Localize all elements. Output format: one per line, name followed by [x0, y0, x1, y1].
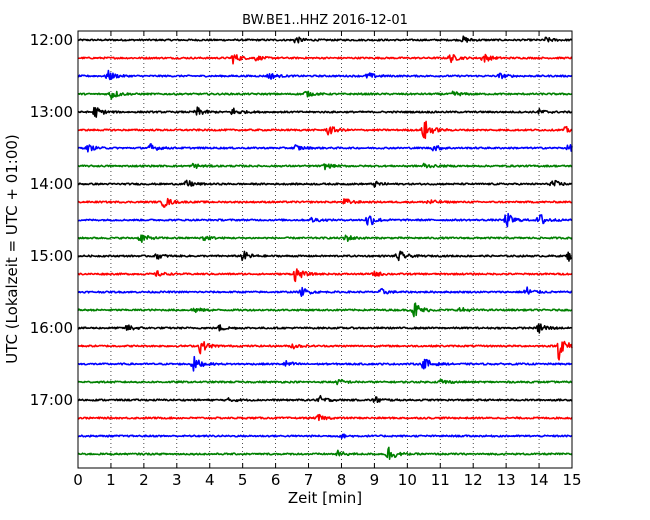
trace-16:45 [77, 378, 573, 386]
trace-15:45 [77, 302, 573, 318]
traces-group [77, 35, 573, 460]
y-tick-label: 17:00 [30, 391, 73, 409]
x-tick-label: 8 [337, 471, 347, 489]
trace-12:00 [77, 35, 573, 44]
y-tick-label: 15:00 [30, 247, 73, 265]
trace-16:15 [77, 340, 573, 361]
x-tick-label: 11 [431, 471, 450, 489]
x-tick-label: 10 [398, 471, 417, 489]
trace-17:00 [77, 394, 573, 404]
x-tick-label: 5 [238, 471, 248, 489]
x-tick-label: 7 [304, 471, 314, 489]
x-tick-label: 9 [370, 471, 380, 489]
axis-ticks: 0 1 2 3 4 5 6 7 8 9 10 11 12 13 14 1512:0013:0014:0015:… [30, 31, 582, 489]
trace-13:45 [77, 162, 573, 171]
chart-title: BW.BE1..HHZ 2016-12-01 [242, 13, 408, 28]
trace-14:30 [77, 212, 573, 228]
x-tick-label: 1 [106, 471, 116, 489]
y-tick-label: 14:00 [30, 175, 73, 193]
x-tick-label: 12 [464, 471, 483, 489]
trace-15:30 [77, 286, 573, 298]
trace-17:45 [77, 446, 573, 460]
y-tick-label: 16:00 [30, 319, 73, 337]
trace-12:15 [77, 53, 573, 65]
x-tick-label: 3 [172, 471, 182, 489]
trace-13:00 [77, 106, 573, 118]
trace-17:15 [77, 413, 573, 422]
trace-13:15 [77, 120, 573, 140]
trace-16:30 [77, 355, 573, 372]
trace-15:15 [77, 268, 573, 283]
trace-14:15 [77, 197, 573, 208]
trace-16:00 [77, 323, 573, 334]
trace-14:00 [77, 179, 573, 188]
y-axis-label: UTC (Lokalzeit = UTC + 01:00) [3, 134, 21, 364]
x-tick-label: 15 [562, 471, 581, 489]
x-tick-label: 2 [139, 471, 149, 489]
trace-12:45 [77, 90, 573, 100]
trace-13:30 [77, 143, 573, 153]
plot-frame [77, 30, 573, 469]
x-tick-label: 13 [497, 471, 516, 489]
y-tick-label: 13:00 [30, 103, 73, 121]
x-tick-label: 14 [530, 471, 549, 489]
x-tick-label: 0 [73, 471, 83, 489]
x-axis-label: Zeit [min] [288, 489, 362, 507]
trace-12:30 [77, 69, 573, 81]
trace-14:45 [77, 234, 573, 243]
grid-lines [110, 31, 540, 468]
trace-17:30 [77, 433, 573, 440]
x-tick-label: 6 [271, 471, 281, 489]
trace-15:00 [77, 250, 573, 262]
y-tick-label: 12:00 [30, 31, 73, 49]
x-tick-label: 4 [205, 471, 215, 489]
